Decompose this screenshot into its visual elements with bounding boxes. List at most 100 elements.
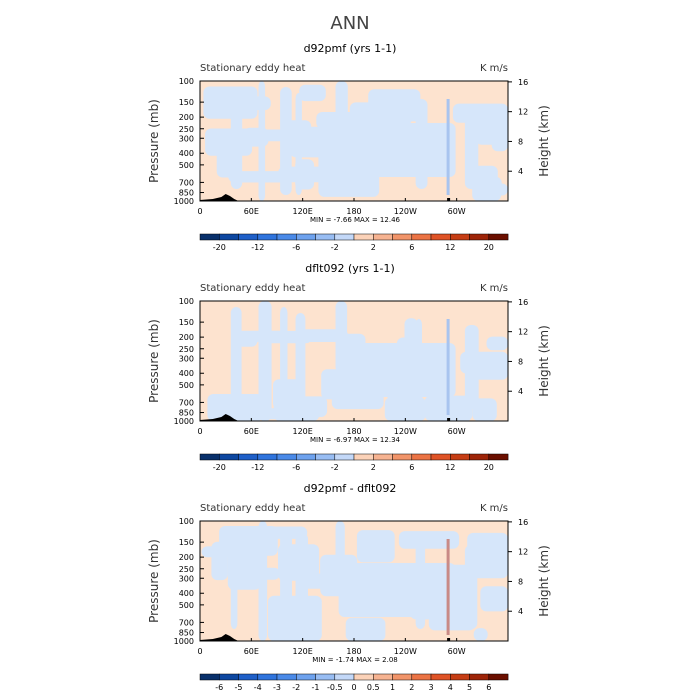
- colorbar-tick-label: 4: [448, 683, 453, 692]
- y-tick-label: 250: [179, 565, 194, 574]
- negative-region: [258, 521, 268, 641]
- negative-region: [467, 532, 508, 579]
- y2-axis-title: Height (km): [537, 325, 551, 396]
- feature-streak: [446, 539, 450, 635]
- colorbar-box: [315, 673, 336, 681]
- panel-units-label: K m/s: [480, 63, 508, 74]
- colorbar-box: [296, 673, 316, 681]
- x-tick-label: 120E: [293, 647, 313, 656]
- negative-region: [398, 531, 460, 549]
- colorbar-box: [315, 233, 336, 241]
- y2-tick-label: 16: [518, 78, 528, 87]
- colorbar-box: [469, 453, 490, 461]
- y-tick-label: 200: [179, 113, 194, 122]
- colorbar-tick-label: 20: [484, 463, 494, 472]
- x-tick-label: 60E: [244, 207, 259, 216]
- panel-2: dflt092 (yrs 1-1)Stationary eddy heat K m…: [147, 262, 551, 472]
- negative-region: [486, 336, 508, 351]
- colorbar-box: [488, 453, 509, 461]
- x-tick-label: 120E: [293, 427, 313, 436]
- x-tick-label: 180: [346, 427, 361, 436]
- colorbar-tick-label: 2: [409, 683, 414, 692]
- panel-3: d92pmf - dflt092 Stationary eddy heat K m/…: [147, 482, 551, 692]
- y2-tick-label: 12: [518, 328, 528, 337]
- negative-region: [295, 93, 302, 195]
- colorbar-tick-label: 2: [371, 463, 376, 472]
- figure-title: ANN: [330, 13, 369, 34]
- y-tick-label: 850: [179, 189, 194, 198]
- negative-region: [230, 87, 243, 189]
- y-tick-label: 150: [179, 318, 194, 327]
- colorbar-tick-label: -5: [235, 683, 243, 692]
- y-tick-label: 100: [179, 77, 194, 86]
- colorbar-box: [430, 453, 451, 461]
- colorbar-box: [334, 673, 355, 681]
- negative-region: [368, 89, 421, 122]
- colorbar-box: [411, 453, 432, 461]
- colorbar-box: [392, 673, 413, 681]
- y-tick-label: 1000: [174, 637, 194, 646]
- colorbar-box: [219, 453, 239, 461]
- topography: [447, 418, 451, 421]
- negative-region: [338, 563, 456, 617]
- negative-region: [280, 307, 288, 415]
- colorbar-tick-label: 12: [445, 243, 455, 252]
- y2-tick-label: 12: [518, 548, 528, 557]
- colorbar-box: [392, 233, 413, 241]
- x-tick-label: 0: [197, 427, 202, 436]
- negative-region: [295, 313, 306, 415]
- y-tick-label: 500: [179, 161, 194, 170]
- topography: [200, 414, 239, 421]
- negative-region: [356, 530, 395, 563]
- colorbar-box: [334, 453, 355, 461]
- x-tick-label: 60W: [448, 647, 466, 656]
- y2-tick-label: 4: [518, 607, 523, 616]
- negative-region: [240, 129, 292, 142]
- topography: [200, 194, 239, 201]
- colorbar-tick-label: -6: [215, 683, 223, 692]
- colorbar-tick-label: -2: [331, 243, 339, 252]
- negative-region: [321, 369, 342, 400]
- x-tick-label: 180: [346, 207, 361, 216]
- colorbar-box: [353, 233, 374, 241]
- colorbar-tick-label: 6: [409, 463, 414, 472]
- x-tick-label: 60E: [244, 647, 259, 656]
- colorbar-box: [469, 233, 490, 241]
- y-tick-label: 300: [179, 574, 194, 583]
- panel-title: d92pmf - dflt092: [304, 482, 397, 495]
- feature-streak: [446, 99, 450, 195]
- negative-region: [338, 343, 456, 397]
- y-tick-label: 400: [179, 369, 194, 378]
- colorbar-tick-label: -6: [292, 463, 300, 472]
- negative-region: [236, 332, 258, 347]
- y-tick-label: 700: [179, 618, 194, 627]
- negative-region: [280, 527, 292, 635]
- panel-1: d92pmf (yrs 1-1) Stationary eddy heat K m/…: [147, 42, 551, 252]
- negative-region: [464, 325, 479, 409]
- colorbar-box: [469, 673, 490, 681]
- negative-region: [464, 545, 478, 629]
- negative-region: [205, 128, 253, 156]
- colorbar-tick-label: 6: [486, 683, 491, 692]
- colorbar-tick-label: 5: [467, 683, 472, 692]
- negative-region: [403, 397, 426, 421]
- topography: [447, 198, 451, 201]
- min-max-text: MIN = -6.97 MAX = 12.34: [310, 436, 401, 444]
- colorbar-box: [353, 673, 374, 681]
- x-tick-label: 0: [197, 647, 202, 656]
- colorbar-box: [276, 233, 297, 241]
- panel-left-label: Stationary eddy heat: [200, 503, 305, 514]
- panel-units-label: K m/s: [480, 503, 508, 514]
- negative-region: [268, 595, 322, 641]
- negative-region: [258, 301, 272, 421]
- colorbar-tick-label: -12: [251, 463, 264, 472]
- negative-region: [258, 81, 266, 201]
- y-tick-label: 850: [179, 409, 194, 418]
- y-tick-label: 700: [179, 398, 194, 407]
- y-tick-label: 150: [179, 538, 194, 547]
- colorbar-box: [238, 453, 259, 461]
- x-tick-label: 120E: [293, 207, 313, 216]
- colorbar-box: [296, 233, 316, 241]
- colorbar-tick-label: 3: [428, 683, 433, 692]
- colorbar-box: [238, 673, 259, 681]
